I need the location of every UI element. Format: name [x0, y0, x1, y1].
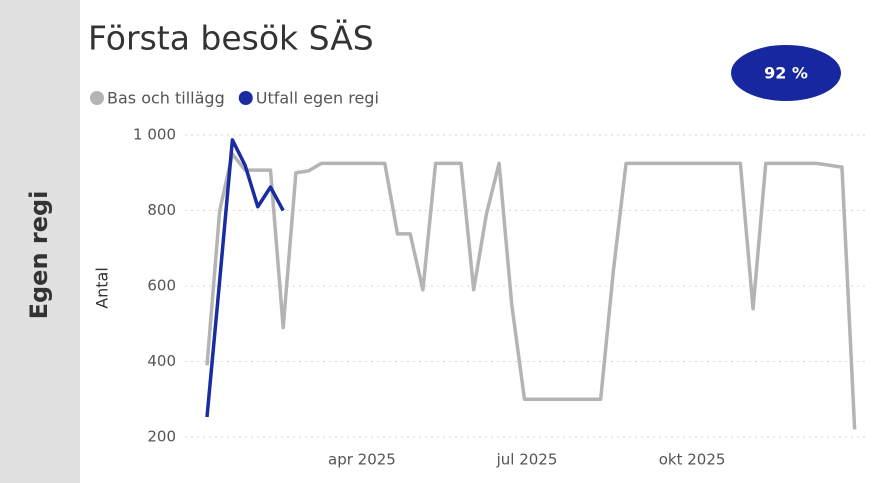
- side-panel: [0, 0, 80, 483]
- side-label: Egen regi: [25, 191, 53, 320]
- series-line: [205, 152, 857, 430]
- chart-title: Första besök SÄS: [88, 19, 374, 58]
- y-tick-label: 800: [147, 201, 176, 219]
- y-tick-label: 400: [147, 352, 176, 370]
- y-tick-label: 1 000: [133, 126, 176, 144]
- x-tick-label: apr 2025: [328, 451, 396, 469]
- y-axis-title: Antal: [93, 267, 112, 309]
- y-tick-label: 200: [147, 428, 176, 446]
- kpi-badge: [731, 45, 841, 101]
- legend-label: Bas och tillägg: [107, 89, 225, 108]
- kpi-label: 92 %: [764, 64, 808, 83]
- y-tick-label: 600: [147, 277, 176, 295]
- x-tick-label: okt 2025: [659, 451, 726, 469]
- x-tick-label: jul 2025: [496, 451, 558, 469]
- legend-marker: [238, 91, 253, 105]
- legend-marker: [90, 91, 104, 105]
- series-line: [205, 138, 285, 418]
- legend-label: Utfall egen regi: [256, 89, 379, 108]
